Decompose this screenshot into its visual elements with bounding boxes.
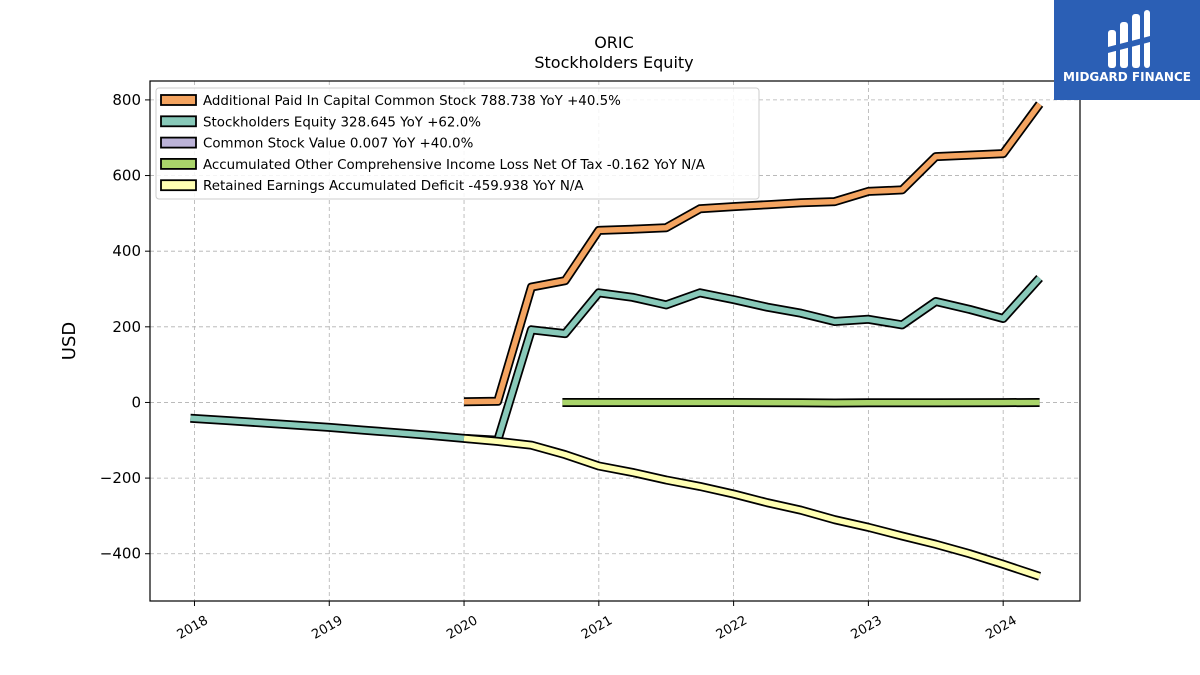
series-line <box>463 435 1041 580</box>
y-axis-label: USD <box>59 322 80 360</box>
legend-entry: Accumulated Other Comprehensive Income L… <box>203 158 706 173</box>
x-tick-label: 2021 <box>579 613 615 643</box>
series-line-outline <box>463 433 1042 581</box>
chart-title: ORIC <box>594 33 634 52</box>
y-tick-label: −200 <box>100 469 141 487</box>
brand-logo: MIDGARD FINANCE <box>1054 0 1200 100</box>
series-lines <box>190 101 1044 581</box>
legend-swatch <box>160 136 197 149</box>
x-tick-label: 2024 <box>983 613 1019 643</box>
y-tick-label: 400 <box>112 242 141 260</box>
logo-text: MIDGARD FINANCE <box>1063 70 1191 84</box>
legend-swatch <box>160 157 197 170</box>
series-line <box>463 102 1042 405</box>
y-tick-label: 800 <box>112 91 141 109</box>
legend-swatch <box>160 179 197 192</box>
x-axis: 2018 2019 2020 2021 2022 2023 2024 <box>175 601 1020 643</box>
series-line-outline <box>190 274 1043 445</box>
x-tick-label: 2023 <box>849 613 885 643</box>
plot-frame <box>149 80 1081 602</box>
y-axis: 800 600 400 200 0 −200 −400 <box>100 91 150 563</box>
legend-entry: Common Stock Value 0.007 YoY +40.0% <box>203 137 473 152</box>
legend: Additional Paid In Capital Common Stock … <box>155 87 760 200</box>
legend-entry: Stockholders Equity 328.645 YoY +62.0% <box>203 115 481 130</box>
y-tick-label: 600 <box>112 167 141 185</box>
legend-box <box>155 87 760 200</box>
series-line <box>190 276 1042 444</box>
chart-subtitle: Stockholders Equity <box>534 53 693 72</box>
y-tick-label: −400 <box>100 545 141 563</box>
legend-entry: Additional Paid In Capital Common Stock … <box>203 94 621 109</box>
legend-entry: Retained Earnings Accumulated Deficit -4… <box>203 179 584 194</box>
x-tick-label: 2020 <box>444 613 480 643</box>
series-line <box>562 399 1040 406</box>
x-tick-label: 2022 <box>714 613 750 643</box>
legend-swatch <box>160 115 197 128</box>
y-tick-label: 0 <box>131 393 141 411</box>
x-tick-label: 2019 <box>309 613 345 643</box>
y-tick-label: 200 <box>112 318 141 336</box>
x-tick-label: 2018 <box>175 613 211 643</box>
legend-swatch <box>160 94 197 106</box>
logo-mark-icon <box>1104 10 1150 68</box>
